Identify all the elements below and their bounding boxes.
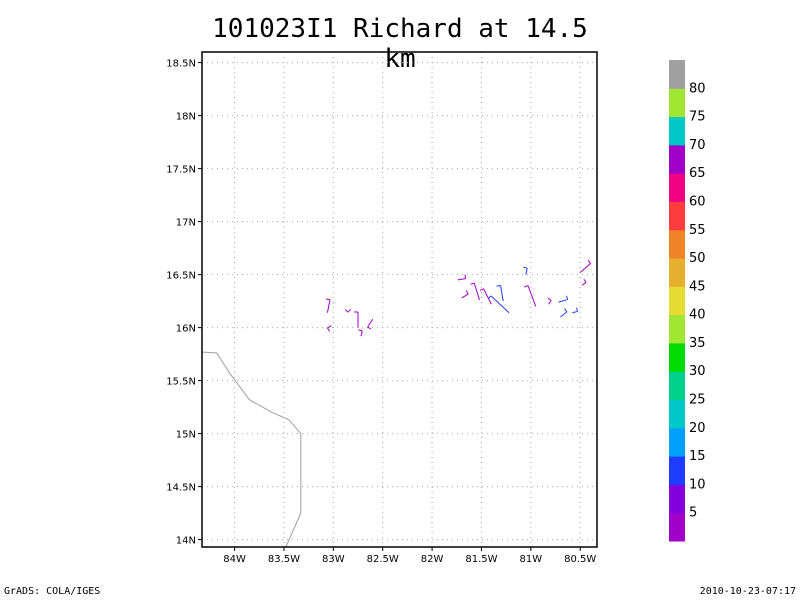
wind-barb-tick [479,288,484,291]
colorbar-segment [669,456,685,485]
colorbar-label: 25 [689,393,706,408]
wind-barb [360,330,363,337]
colorbar-label: 55 [689,223,706,238]
wind-barb-tick [358,329,363,332]
lat-tick-label: 14N [176,536,196,547]
wind-barb-tick [523,266,528,269]
colorbar-segment [669,116,685,146]
colorbar-label: 60 [689,194,706,209]
wind-barb [367,318,374,328]
lon-tick-label: 82.5W [367,554,399,565]
coastline [201,351,302,548]
colorbar-label: 15 [689,449,706,464]
lat-tick-label: 16.5N [166,271,196,282]
wind-barb-tick [327,327,331,332]
colorbar-label: 40 [689,308,706,323]
wind-barb-tick [487,295,492,300]
lon-tick-label: 82W [421,554,444,565]
wind-barb-tick [524,285,529,288]
wind-barb-tick [496,284,501,287]
colorbar-label: 35 [689,336,706,351]
lat-tick-label: 14.5N [166,483,196,494]
colorbar-segment [669,201,685,231]
colorbar-label: 50 [689,251,706,266]
colorbar-segment [669,342,685,372]
colorbar-label: 5 [689,506,697,521]
lat-tick-label: 17N [176,218,196,229]
lat-tick-label: 18.5N [166,59,196,70]
wind-barb-tick [367,326,372,330]
wind-barb [560,311,568,318]
plot-frame [201,51,598,548]
lat-tick-label: 15N [176,430,196,441]
colorbar-label: 30 [689,364,706,379]
lon-tick-label: 81.5W [465,554,497,565]
wind-barb [327,325,332,329]
lon-tick-label: 83W [322,554,345,565]
wind-barb [483,288,492,305]
colorbar-label: 45 [689,279,706,294]
footer-credit: GrADS: COLA/IGES [4,586,101,597]
colorbar-label: 10 [689,477,706,492]
lon-tick-label: 83.5W [268,554,300,565]
wind-barb-tick [576,307,578,312]
wind-barb-tick [583,278,587,283]
wind-barb [525,267,528,275]
wind-barb [500,285,504,302]
lat-tick-label: 15.5N [166,377,196,388]
colorbar-segment [669,512,685,542]
footer-timestamp: 2010-10-23-07:17 [699,586,796,597]
colorbar-label: 65 [689,166,706,181]
wind-barb [473,282,480,301]
wind-barb [572,310,578,314]
wind-barb [579,262,591,273]
wind-barb [344,309,349,313]
colorbar-segment [669,399,685,429]
lat-tick-label: 18N [176,112,196,123]
colorbar-segment [669,144,685,174]
wind-barb [461,293,469,299]
wind-barb-tick [566,295,569,300]
lat-tick-label: 16N [176,324,196,335]
wind-barb-tick [547,297,552,301]
wind-barb-tick [347,308,351,313]
lon-tick-label: 81W [520,554,543,565]
colorbar-segment [669,229,685,259]
map-title: 101023I1 Richard at 14.5 km [212,14,588,74]
lon-tick-label: 80.5W [564,554,596,565]
wind-barb-tick [464,274,467,279]
colorbar-segment [669,286,685,316]
wind-barb [527,285,537,307]
lon-tick-label: 84W [223,554,246,565]
wind-barb [558,299,568,303]
colorbar-segment [669,173,685,202]
colorbar-segment [669,427,685,457]
wind-barb [490,295,510,314]
wind-barb-tick [465,290,469,295]
wind-barb [548,300,552,305]
wind-barb [581,282,587,286]
colorbar-label: 20 [689,421,706,436]
wind-barb [457,278,466,281]
colorbar-segment [669,60,685,89]
colorbar-segment [669,371,685,401]
wind-barb-tick [564,308,568,313]
wind-barb-tick [587,260,591,264]
colorbar-label: 70 [689,138,706,153]
wind-barb-tick [325,298,331,301]
colorbar-segment [669,88,685,118]
colorbar-label: 75 [689,110,706,125]
colorbar-label: 80 [689,81,706,96]
colorbar-segment [669,484,685,514]
colorbar-segment [669,258,685,287]
wind-barb [326,299,331,313]
wind-barb-tick [470,282,475,285]
lat-tick-label: 17.5N [166,165,196,176]
colorbar-segment [669,314,685,344]
